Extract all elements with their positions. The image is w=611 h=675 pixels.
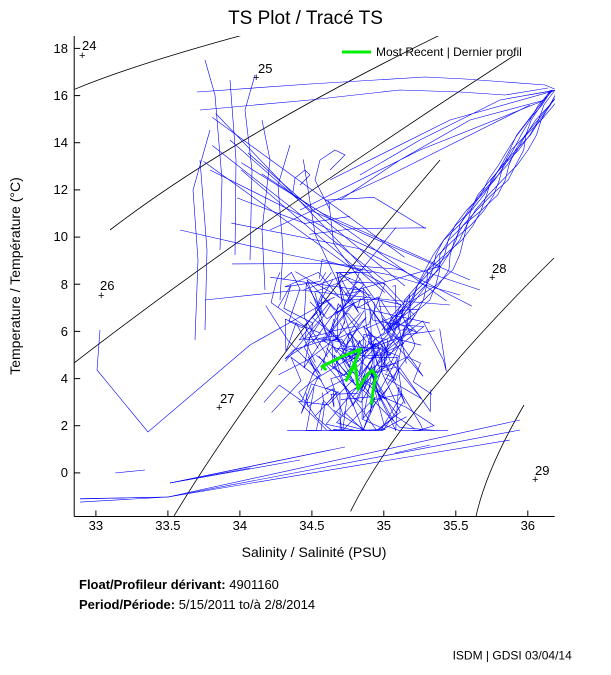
svg-text:Most Recent | Dernier profil: Most Recent | Dernier profil: [376, 45, 522, 59]
svg-text:12: 12: [54, 182, 68, 197]
svg-text:34.5: 34.5: [299, 518, 324, 533]
svg-text:+: +: [79, 50, 85, 62]
svg-text:35: 35: [377, 518, 391, 533]
svg-text:18: 18: [54, 41, 68, 56]
svg-text:16: 16: [54, 88, 68, 103]
svg-text:ISDM | GDSI 03/04/14: ISDM | GDSI 03/04/14: [453, 649, 572, 663]
svg-text:33.5: 33.5: [155, 518, 180, 533]
svg-text:4: 4: [61, 371, 68, 386]
svg-text:+: +: [489, 272, 495, 284]
svg-text:35.5: 35.5: [443, 518, 468, 533]
svg-text:+: +: [532, 474, 538, 486]
svg-text:36: 36: [521, 518, 535, 533]
svg-text:10: 10: [54, 229, 68, 244]
svg-text:+: +: [216, 402, 222, 414]
svg-text:Period/Période: 5/15/2011 to/: Period/Période: 5/15/2011 to/à 2/8/2014: [79, 597, 315, 612]
svg-text:14: 14: [54, 135, 68, 150]
svg-text:Salinity / Salinité (PSU): Salinity / Salinité (PSU): [242, 544, 387, 560]
svg-text:0: 0: [61, 465, 68, 480]
svg-text:25: 25: [258, 61, 272, 76]
svg-text:34: 34: [233, 518, 247, 533]
svg-text:8: 8: [61, 277, 68, 292]
svg-text:+: +: [98, 290, 104, 302]
svg-text:Float/Profileur dérivant: 4901: Float/Profileur dérivant: 4901160: [79, 577, 279, 592]
svg-text:2: 2: [61, 418, 68, 433]
svg-text:Temperature / Température (°C): Temperature / Température (°C): [7, 177, 23, 375]
svg-text:33: 33: [89, 518, 103, 533]
svg-text:6: 6: [61, 324, 68, 339]
svg-text:+: +: [253, 72, 259, 84]
